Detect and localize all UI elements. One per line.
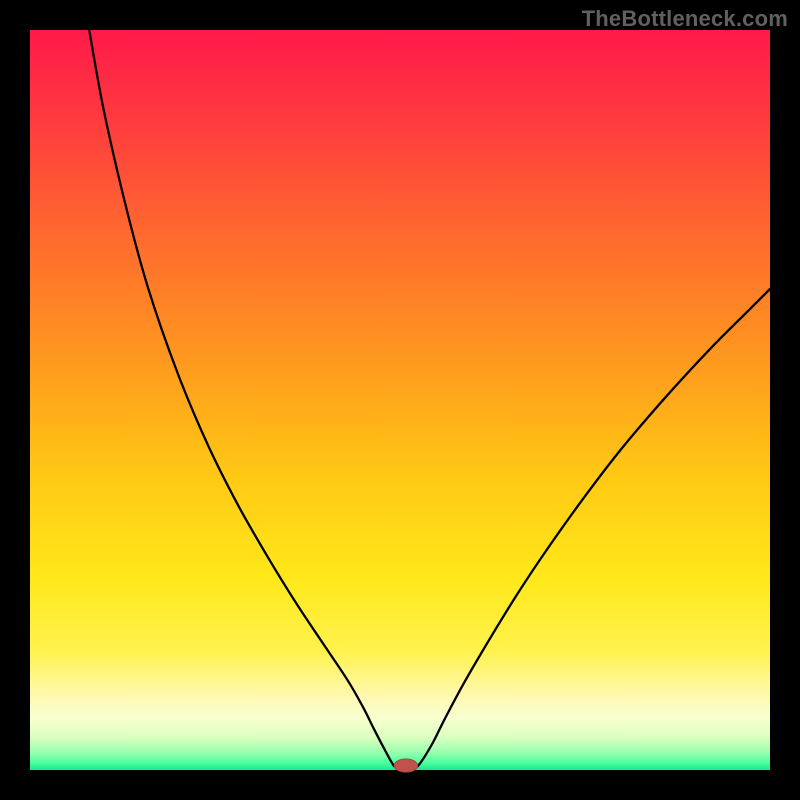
watermark-text: TheBottleneck.com bbox=[582, 6, 788, 32]
chart-container: TheBottleneck.com bbox=[0, 0, 800, 800]
plot-background bbox=[30, 30, 770, 770]
optimum-marker bbox=[394, 759, 418, 772]
bottleneck-chart bbox=[0, 0, 800, 800]
